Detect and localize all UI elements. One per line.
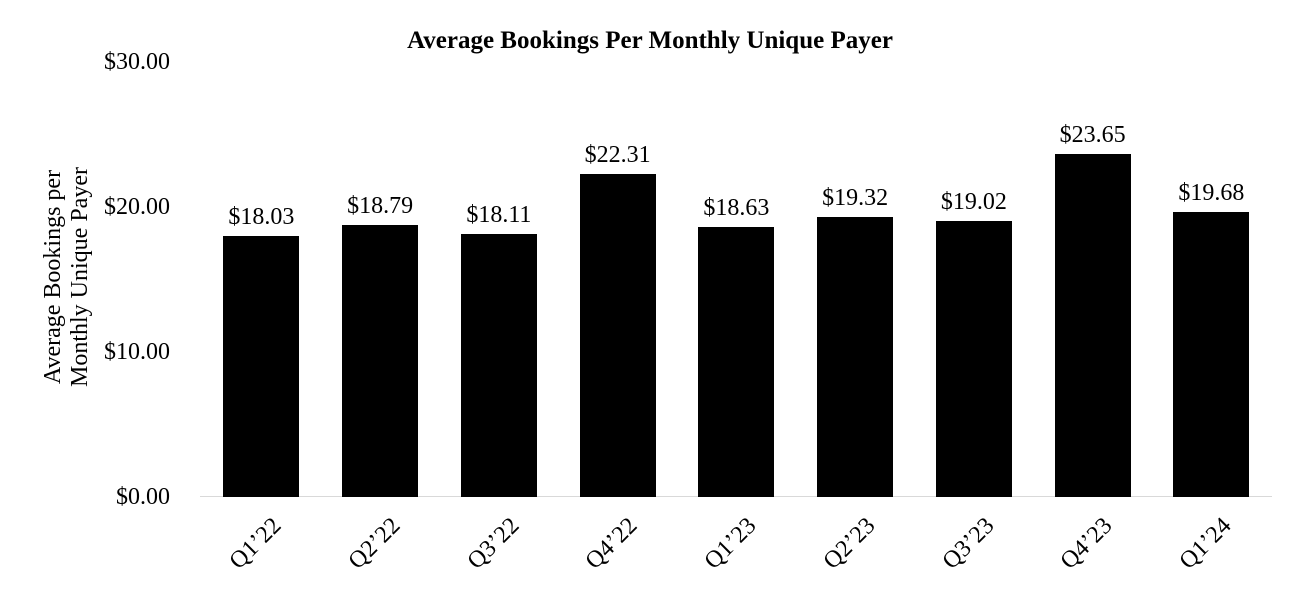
bar-value-label: $18.79 bbox=[347, 193, 414, 219]
bar bbox=[223, 236, 300, 497]
bar-value-label: $22.31 bbox=[584, 142, 651, 168]
bar-value-label: $18.63 bbox=[703, 195, 770, 221]
x-axis-tick-label: Q4’22 bbox=[580, 512, 643, 575]
x-axis-tick-label: Q3’23 bbox=[937, 512, 999, 575]
bar bbox=[1173, 212, 1250, 497]
bar-value-label: $19.02 bbox=[940, 189, 1007, 215]
x-axis-tick-label: Q3’22 bbox=[462, 512, 524, 575]
bar-value-label: $19.68 bbox=[1178, 180, 1245, 206]
y-axis-tick-label: $0.00 bbox=[116, 484, 170, 510]
bar bbox=[342, 225, 419, 497]
y-axis-tick-label: $20.00 bbox=[104, 194, 170, 220]
y-axis-tick-label: $30.00 bbox=[104, 49, 170, 75]
bar-value-label: $19.32 bbox=[822, 185, 889, 211]
y-axis-tick-label: $10.00 bbox=[104, 339, 170, 365]
x-axis-tick-label: Q2’22 bbox=[343, 512, 406, 575]
x-axis-tick-label: Q2’23 bbox=[818, 512, 881, 575]
x-axis-tick-label: Q1’23 bbox=[699, 512, 762, 575]
x-axis-tick-label: Q4’23 bbox=[1055, 512, 1118, 575]
bar-value-label: $18.11 bbox=[466, 202, 532, 228]
x-axis-tick-label: Q1’22 bbox=[224, 512, 287, 575]
bar bbox=[579, 174, 656, 497]
bar bbox=[460, 234, 537, 497]
chart-title: Average Bookings Per Monthly Unique Paye… bbox=[407, 27, 893, 54]
bar bbox=[698, 227, 775, 497]
bar bbox=[935, 221, 1012, 497]
bar-value-label: $23.65 bbox=[1059, 122, 1126, 148]
bar-value-label: $18.03 bbox=[228, 204, 295, 230]
bar bbox=[817, 217, 894, 497]
x-axis-tick-label: Q1’24 bbox=[1174, 512, 1237, 575]
bar bbox=[1054, 154, 1131, 497]
